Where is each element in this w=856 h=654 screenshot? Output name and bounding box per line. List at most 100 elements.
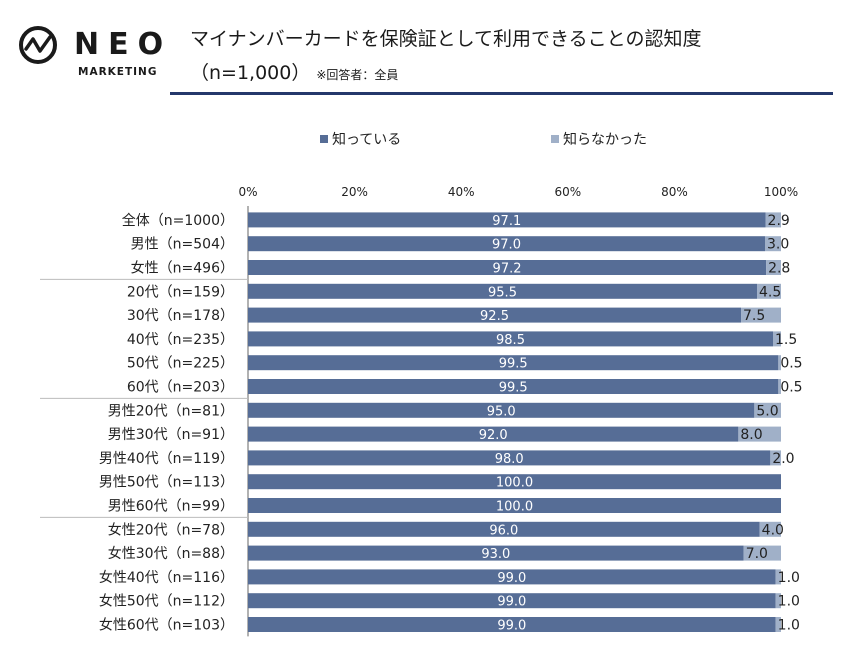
category-label: 60代（n=203） <box>127 380 234 396</box>
category-label: 男性50代（n=113） <box>99 475 234 491</box>
bar-unknown <box>738 426 781 442</box>
bar-known <box>248 569 776 585</box>
bar-unknown <box>778 379 781 394</box>
bar-known <box>248 212 766 228</box>
bar-known <box>248 402 755 418</box>
bar-unknown-value: 8.0 <box>740 427 762 443</box>
bar-known <box>248 617 776 632</box>
category-label: 男性60代（n=99） <box>108 499 234 515</box>
bar-known-value: 99.0 <box>497 619 526 634</box>
category-label: 女性60代（n=103） <box>99 617 234 634</box>
bar-unknown <box>765 212 781 228</box>
bar-known <box>248 379 779 394</box>
bar-unknown-value: 3.0 <box>767 237 789 253</box>
bar-known-value: 98.0 <box>495 452 524 467</box>
x-tick-label: 0% <box>238 185 257 199</box>
bar-known-value: 100.0 <box>496 476 533 491</box>
category-label: 女性30代（n=88） <box>108 545 234 562</box>
bar-unknown <box>741 307 781 323</box>
x-tick-label: 100% <box>764 185 798 199</box>
bar-known <box>248 331 774 347</box>
respondent-note: ※回答者：全員 <box>316 68 399 82</box>
category-label: 男性20代（n=81） <box>108 403 234 419</box>
bar-known <box>248 474 781 490</box>
logo-subtext: MARKETING <box>78 66 158 78</box>
bar-unknown <box>775 569 781 585</box>
bar-known <box>248 498 781 513</box>
neo-marketing-logo: NEO MARKETING <box>18 22 168 82</box>
legend-item-known: 知っている <box>320 129 401 149</box>
bar-unknown <box>754 402 781 418</box>
bar-known <box>248 307 742 323</box>
bar-unknown-value: 2.9 <box>768 213 790 229</box>
bar-unknown-value: 4.0 <box>762 522 784 538</box>
x-tick-label: 40% <box>448 185 475 199</box>
title-underline <box>170 92 833 95</box>
bar-unknown-value: 4.5 <box>759 284 781 300</box>
bar-unknown <box>757 283 781 299</box>
bar-unknown <box>775 593 781 609</box>
legend-label-known: 知っている <box>332 132 402 148</box>
bar-known-value: 99.5 <box>499 357 528 372</box>
bar-known <box>248 593 776 609</box>
legend-swatch-known <box>320 135 328 143</box>
category-label: 50代（n=225） <box>127 356 234 372</box>
bar-known-value: 99.0 <box>497 595 526 610</box>
x-tick-label: 60% <box>554 185 581 199</box>
bar-known-value: 99.5 <box>499 381 528 396</box>
bar-known-value: 97.1 <box>492 214 521 229</box>
bar-unknown <box>743 545 781 561</box>
bar-unknown <box>775 617 781 632</box>
bar-unknown-value: 7.0 <box>746 546 768 562</box>
bar-unknown <box>770 450 781 466</box>
category-label: 男性（n=504） <box>131 237 234 253</box>
x-tick-label: 80% <box>661 185 688 199</box>
legend-item-unknown: 知らなかった <box>551 129 647 149</box>
bar-known-value: 96.0 <box>489 523 518 538</box>
category-label: 30代（n=178） <box>127 308 234 324</box>
bar-unknown <box>766 260 781 275</box>
bar-known <box>248 355 779 371</box>
category-label: 女性20代（n=78） <box>108 521 234 538</box>
bar-unknown <box>759 521 781 537</box>
bar-known <box>248 450 771 466</box>
bar-known-value: 95.0 <box>487 404 516 419</box>
bar-unknown-value: 2.8 <box>768 261 790 277</box>
bar-known <box>248 426 739 442</box>
bar-known-value: 97.2 <box>493 262 522 277</box>
bar-unknown <box>765 236 781 252</box>
x-tick-label: 20% <box>341 185 368 199</box>
bar-unknown-value: 5.0 <box>756 403 778 419</box>
bar-unknown-value: 1.0 <box>778 570 800 586</box>
category-label: 女性40代（n=116） <box>99 569 234 586</box>
category-label: 男性30代（n=91） <box>108 427 234 443</box>
bar-unknown-value: 7.5 <box>743 308 765 324</box>
bar-known-value: 92.0 <box>479 428 508 443</box>
legend-swatch-unknown <box>551 135 559 143</box>
category-label: 女性（n=496） <box>131 260 234 277</box>
bar-unknown <box>773 331 781 347</box>
bar-unknown-value: 1.0 <box>778 618 800 634</box>
chart-subtitle: （n=1,000） ※回答者：全員 <box>190 58 398 85</box>
bar-unknown-value: 0.5 <box>780 356 802 372</box>
bar-unknown-value: 0.5 <box>780 380 802 396</box>
category-label: 女性50代（n=112） <box>99 593 234 610</box>
category-label: 男性40代（n=119） <box>99 451 234 467</box>
logo-mark-icon <box>19 26 57 64</box>
chart-title: マイナンバーカードを保険証として利用できることの認知度 <box>190 28 702 50</box>
sample-size: （n=1,000） <box>190 62 311 84</box>
bar-unknown-value: 1.0 <box>778 594 800 610</box>
bar-known-value: 95.5 <box>488 285 517 300</box>
bar-known <box>248 260 767 275</box>
bar-unknown-value: 1.5 <box>775 332 797 348</box>
category-label: 20代（n=159） <box>127 284 234 300</box>
bar-known-value: 92.5 <box>480 309 509 324</box>
bar-known-value: 98.5 <box>496 333 525 348</box>
bar-unknown-value: 2.0 <box>772 451 794 467</box>
category-label: 40代（n=235） <box>127 332 234 348</box>
bar-unknown <box>778 355 781 371</box>
logo-text: NEO <box>74 27 173 62</box>
bar-known <box>248 283 758 299</box>
bar-known-value: 99.0 <box>497 571 526 586</box>
